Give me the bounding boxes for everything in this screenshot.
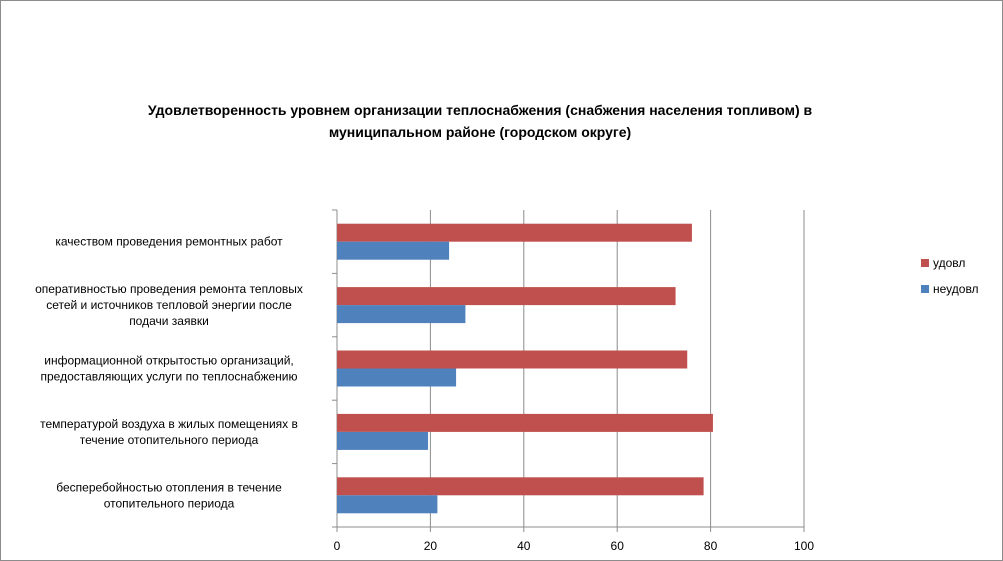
legend: удовл неудовл <box>921 256 979 296</box>
category-label: бесперебойностью отопления в течение <box>56 480 282 494</box>
legend-swatch <box>921 259 929 267</box>
bar-udovl <box>337 287 676 306</box>
x-tick-label: 40 <box>517 539 531 553</box>
bar-udovl <box>337 223 692 242</box>
x-tick-label: 60 <box>611 539 625 553</box>
legend-label: удовл <box>933 256 965 270</box>
legend-swatch <box>921 285 929 293</box>
category-label: качеством проведения ремонтных работ <box>55 235 283 249</box>
bar-neudovl <box>337 241 450 260</box>
bar-udovl <box>337 350 688 369</box>
x-tick-label: 20 <box>424 539 438 553</box>
legend-label: неудовл <box>933 282 979 296</box>
x-tick-label: 0 <box>334 539 341 553</box>
chart-title-line: Удовлетворенность уровнем организации те… <box>147 102 813 118</box>
chart-title: Удовлетворенность уровнем организации те… <box>110 99 850 143</box>
axes <box>332 209 805 532</box>
category-label: течение отопительного периода <box>80 433 259 447</box>
bar-neudovl <box>337 431 429 450</box>
bars <box>337 223 713 514</box>
x-tick-label: 100 <box>794 539 814 553</box>
bar-neudovl <box>337 305 466 324</box>
bar-udovl <box>337 413 713 432</box>
x-tick-label: 80 <box>704 539 718 553</box>
category-label: отопительного периода <box>104 496 235 510</box>
category-label: оперативностью проведения ремонта теплов… <box>35 282 303 296</box>
bar-neudovl <box>337 368 457 387</box>
category-labels: качеством проведения ремонтных работ опер… <box>35 235 303 511</box>
bar-udovl <box>337 477 704 496</box>
chart-title-line: муниципальном районе (городском округе) <box>328 124 632 140</box>
category-label: подачи заявки <box>129 314 209 328</box>
category-label: температурой воздуха в жилых помещениях … <box>40 417 298 431</box>
bar-neudovl <box>337 495 438 514</box>
category-label: сетей и источников тепловой энергии посл… <box>46 298 292 312</box>
category-label: предоставляющих услуги по теплоснабжению <box>40 370 297 384</box>
category-label: информационной открытостью организаций, <box>44 354 294 368</box>
x-tick-labels: 0 20 40 60 80 100 <box>334 539 815 553</box>
